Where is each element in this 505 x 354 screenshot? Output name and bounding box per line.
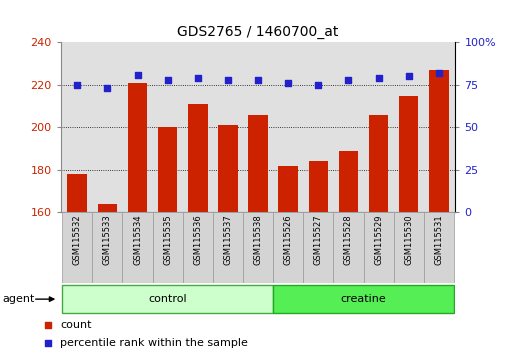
- Bar: [127, 83, 147, 212]
- Bar: [278, 166, 297, 212]
- Text: GSM115532: GSM115532: [73, 215, 82, 265]
- Bar: [213, 212, 242, 283]
- Text: GSM115526: GSM115526: [283, 215, 292, 265]
- Bar: [338, 151, 358, 212]
- Point: [404, 74, 412, 79]
- Text: percentile rank within the sample: percentile rank within the sample: [60, 338, 247, 348]
- Text: agent: agent: [3, 294, 35, 304]
- Text: GSM115527: GSM115527: [313, 215, 322, 265]
- Text: GSM115537: GSM115537: [223, 215, 232, 265]
- Bar: [363, 212, 393, 283]
- Point: [44, 322, 53, 328]
- Point: [374, 75, 382, 81]
- Point: [73, 82, 81, 88]
- Text: GSM115531: GSM115531: [433, 215, 442, 265]
- Bar: [242, 212, 273, 283]
- Text: control: control: [148, 294, 187, 304]
- Bar: [153, 212, 182, 283]
- Point: [103, 86, 111, 91]
- Bar: [218, 125, 237, 212]
- Bar: [393, 212, 423, 283]
- Bar: [158, 127, 177, 212]
- Point: [254, 77, 262, 83]
- Point: [193, 75, 201, 81]
- Text: GSM115535: GSM115535: [163, 215, 172, 265]
- Bar: [302, 212, 333, 283]
- Text: GSM115528: GSM115528: [343, 215, 352, 265]
- Bar: [333, 212, 363, 283]
- Bar: [423, 212, 453, 283]
- Bar: [122, 212, 153, 283]
- Bar: [308, 161, 327, 212]
- Text: GSM115536: GSM115536: [193, 215, 202, 265]
- Point: [284, 80, 292, 86]
- Bar: [62, 212, 92, 283]
- Point: [133, 72, 141, 78]
- Text: GSM115538: GSM115538: [253, 215, 262, 265]
- Point: [434, 70, 442, 76]
- Point: [314, 82, 322, 88]
- Bar: [428, 70, 448, 212]
- Text: GSM115534: GSM115534: [133, 215, 142, 265]
- Text: GSM115533: GSM115533: [103, 215, 112, 265]
- Text: GSM115529: GSM115529: [373, 215, 382, 265]
- Bar: [182, 212, 213, 283]
- Bar: [67, 174, 87, 212]
- Bar: [97, 204, 117, 212]
- Bar: [62, 285, 273, 314]
- Text: creatine: creatine: [340, 294, 386, 304]
- Point: [223, 77, 231, 83]
- Bar: [248, 115, 267, 212]
- Point: [44, 340, 53, 346]
- Point: [344, 77, 352, 83]
- Bar: [92, 212, 122, 283]
- Bar: [188, 104, 207, 212]
- Bar: [273, 285, 453, 314]
- Title: GDS2765 / 1460700_at: GDS2765 / 1460700_at: [177, 25, 338, 39]
- Text: count: count: [60, 320, 91, 330]
- Bar: [398, 96, 418, 212]
- Text: GSM115530: GSM115530: [403, 215, 413, 265]
- Point: [163, 77, 171, 83]
- Bar: [368, 115, 388, 212]
- Bar: [273, 212, 302, 283]
